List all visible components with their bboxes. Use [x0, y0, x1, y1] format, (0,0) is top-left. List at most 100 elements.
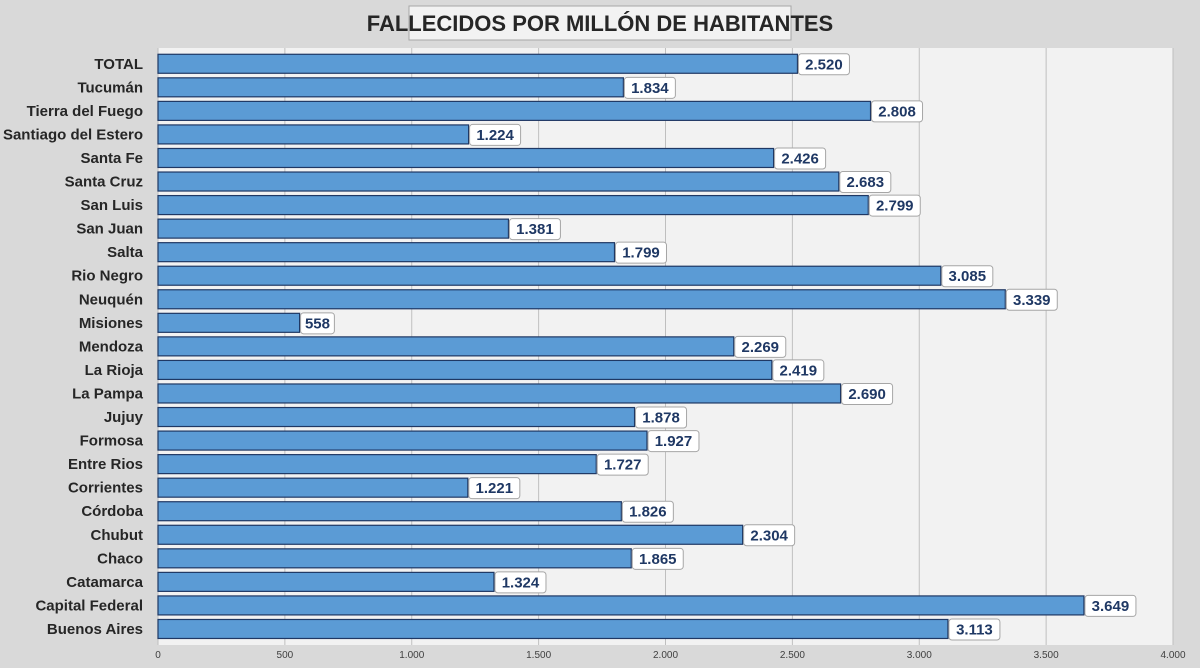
data-label: 2.269 — [741, 339, 779, 356]
data-label: 1.727 — [604, 457, 642, 474]
bar — [157, 501, 622, 522]
bar — [157, 289, 1006, 310]
data-label-box — [631, 547, 684, 570]
bar — [157, 477, 469, 498]
data-label-box — [743, 524, 796, 547]
x-axis-tick-labels: 0 500 1.000 1.500 2.000 2.500 3.000 3.500 4.000 — [155, 650, 1186, 661]
category-label: Salta — [107, 244, 144, 261]
category-label: San Luis — [80, 197, 143, 214]
data-label-box — [596, 453, 649, 476]
category-label: Tucumán — [77, 79, 143, 96]
x-tick-label: 1.000 — [399, 650, 424, 661]
data-label-box — [1005, 288, 1058, 311]
data-labels: 2.520 1.834 2.808 1.224 2.426 2.683 2.799 1.381… — [300, 53, 1137, 641]
data-label-box — [734, 335, 787, 358]
data-label-box — [647, 430, 700, 453]
chart-title-box — [408, 5, 792, 41]
category-label: Santa Fe — [80, 150, 143, 167]
category-label: La Pampa — [72, 385, 144, 402]
data-label: 2.304 — [750, 527, 788, 544]
bar — [157, 406, 636, 428]
data-label-box — [300, 312, 335, 335]
data-label-box — [948, 618, 1001, 641]
data-label: 2.799 — [876, 198, 914, 215]
bar — [157, 53, 799, 74]
data-label-box — [797, 53, 850, 76]
data-label-box — [494, 571, 547, 594]
x-tick-label: 1.500 — [526, 650, 551, 661]
x-tick-label: 4.000 — [1160, 650, 1185, 661]
bar — [157, 100, 872, 121]
data-label: 2.808 — [878, 103, 916, 120]
bar — [157, 383, 842, 404]
bar — [157, 336, 735, 357]
bar — [157, 77, 624, 98]
data-label-box — [1084, 594, 1137, 617]
category-label: Santiago del Estero — [3, 126, 143, 143]
category-label: Mendoza — [79, 338, 144, 355]
data-label-box — [635, 406, 688, 429]
data-label-box — [839, 171, 892, 194]
data-label-box — [774, 147, 827, 170]
data-label-box — [621, 500, 674, 523]
bar — [157, 548, 632, 569]
category-label: Misiones — [79, 315, 143, 332]
data-label: 3.085 — [949, 268, 987, 285]
bar — [157, 618, 949, 640]
data-label: 3.113 — [956, 621, 993, 638]
category-label: Buenos Aires — [47, 621, 143, 638]
x-tick-label: 0 — [155, 650, 161, 661]
category-label: Capital Federal — [35, 597, 143, 614]
bar — [157, 171, 840, 192]
bar — [157, 571, 495, 592]
category-label: San Juan — [76, 221, 143, 238]
data-label-box — [941, 265, 994, 288]
data-label-box — [871, 100, 924, 123]
category-label: Rio Negro — [71, 268, 143, 285]
data-label-box — [623, 76, 676, 99]
category-label: La Rioja — [85, 362, 144, 379]
data-label: 1.324 — [502, 574, 540, 591]
category-label: Santa Cruz — [65, 174, 143, 191]
bar — [157, 312, 301, 333]
data-label: 2.520 — [805, 56, 843, 73]
bar — [157, 218, 510, 239]
data-label: 2.426 — [781, 150, 819, 167]
data-label: 1.381 — [516, 221, 554, 238]
x-tick-label: 3.500 — [1034, 650, 1059, 661]
bar — [157, 595, 1085, 616]
category-label: TOTAL — [94, 56, 143, 73]
category-label: Formosa — [80, 433, 144, 450]
category-label: Chubut — [91, 527, 143, 544]
data-label-box — [772, 359, 825, 382]
data-label: 1.927 — [655, 433, 693, 450]
data-label: 2.419 — [780, 362, 818, 379]
category-label: Neuquén — [79, 291, 143, 308]
data-label: 2.690 — [848, 386, 886, 403]
bar — [157, 454, 597, 475]
category-label: Corrientes — [68, 480, 143, 497]
data-label-box — [614, 241, 667, 264]
x-tick-label: 2.500 — [780, 650, 805, 661]
data-label: 3.339 — [1013, 292, 1051, 309]
bar — [157, 194, 869, 216]
data-label: 1.834 — [631, 80, 669, 97]
category-label: Tierra del Fuego — [27, 103, 143, 120]
bar — [157, 430, 648, 451]
data-label: 2.683 — [847, 174, 885, 191]
chart-title: FALLECIDOS POR MILLÓN DE HABITANTES — [367, 11, 833, 36]
category-label: Chaco — [97, 550, 143, 567]
bar — [157, 242, 616, 263]
bar — [157, 359, 773, 381]
category-label: Catamarca — [66, 574, 143, 591]
bar — [157, 124, 470, 145]
category-label: Córdoba — [81, 503, 143, 520]
category-labels: TOTAL Tucumán Tierra del Fuego Santiago del… — [3, 56, 144, 638]
data-label-box — [868, 194, 921, 217]
category-label: Jujuy — [104, 409, 144, 426]
bar — [157, 147, 775, 169]
data-label: 1.878 — [642, 410, 680, 427]
data-label: 1.799 — [622, 245, 660, 262]
